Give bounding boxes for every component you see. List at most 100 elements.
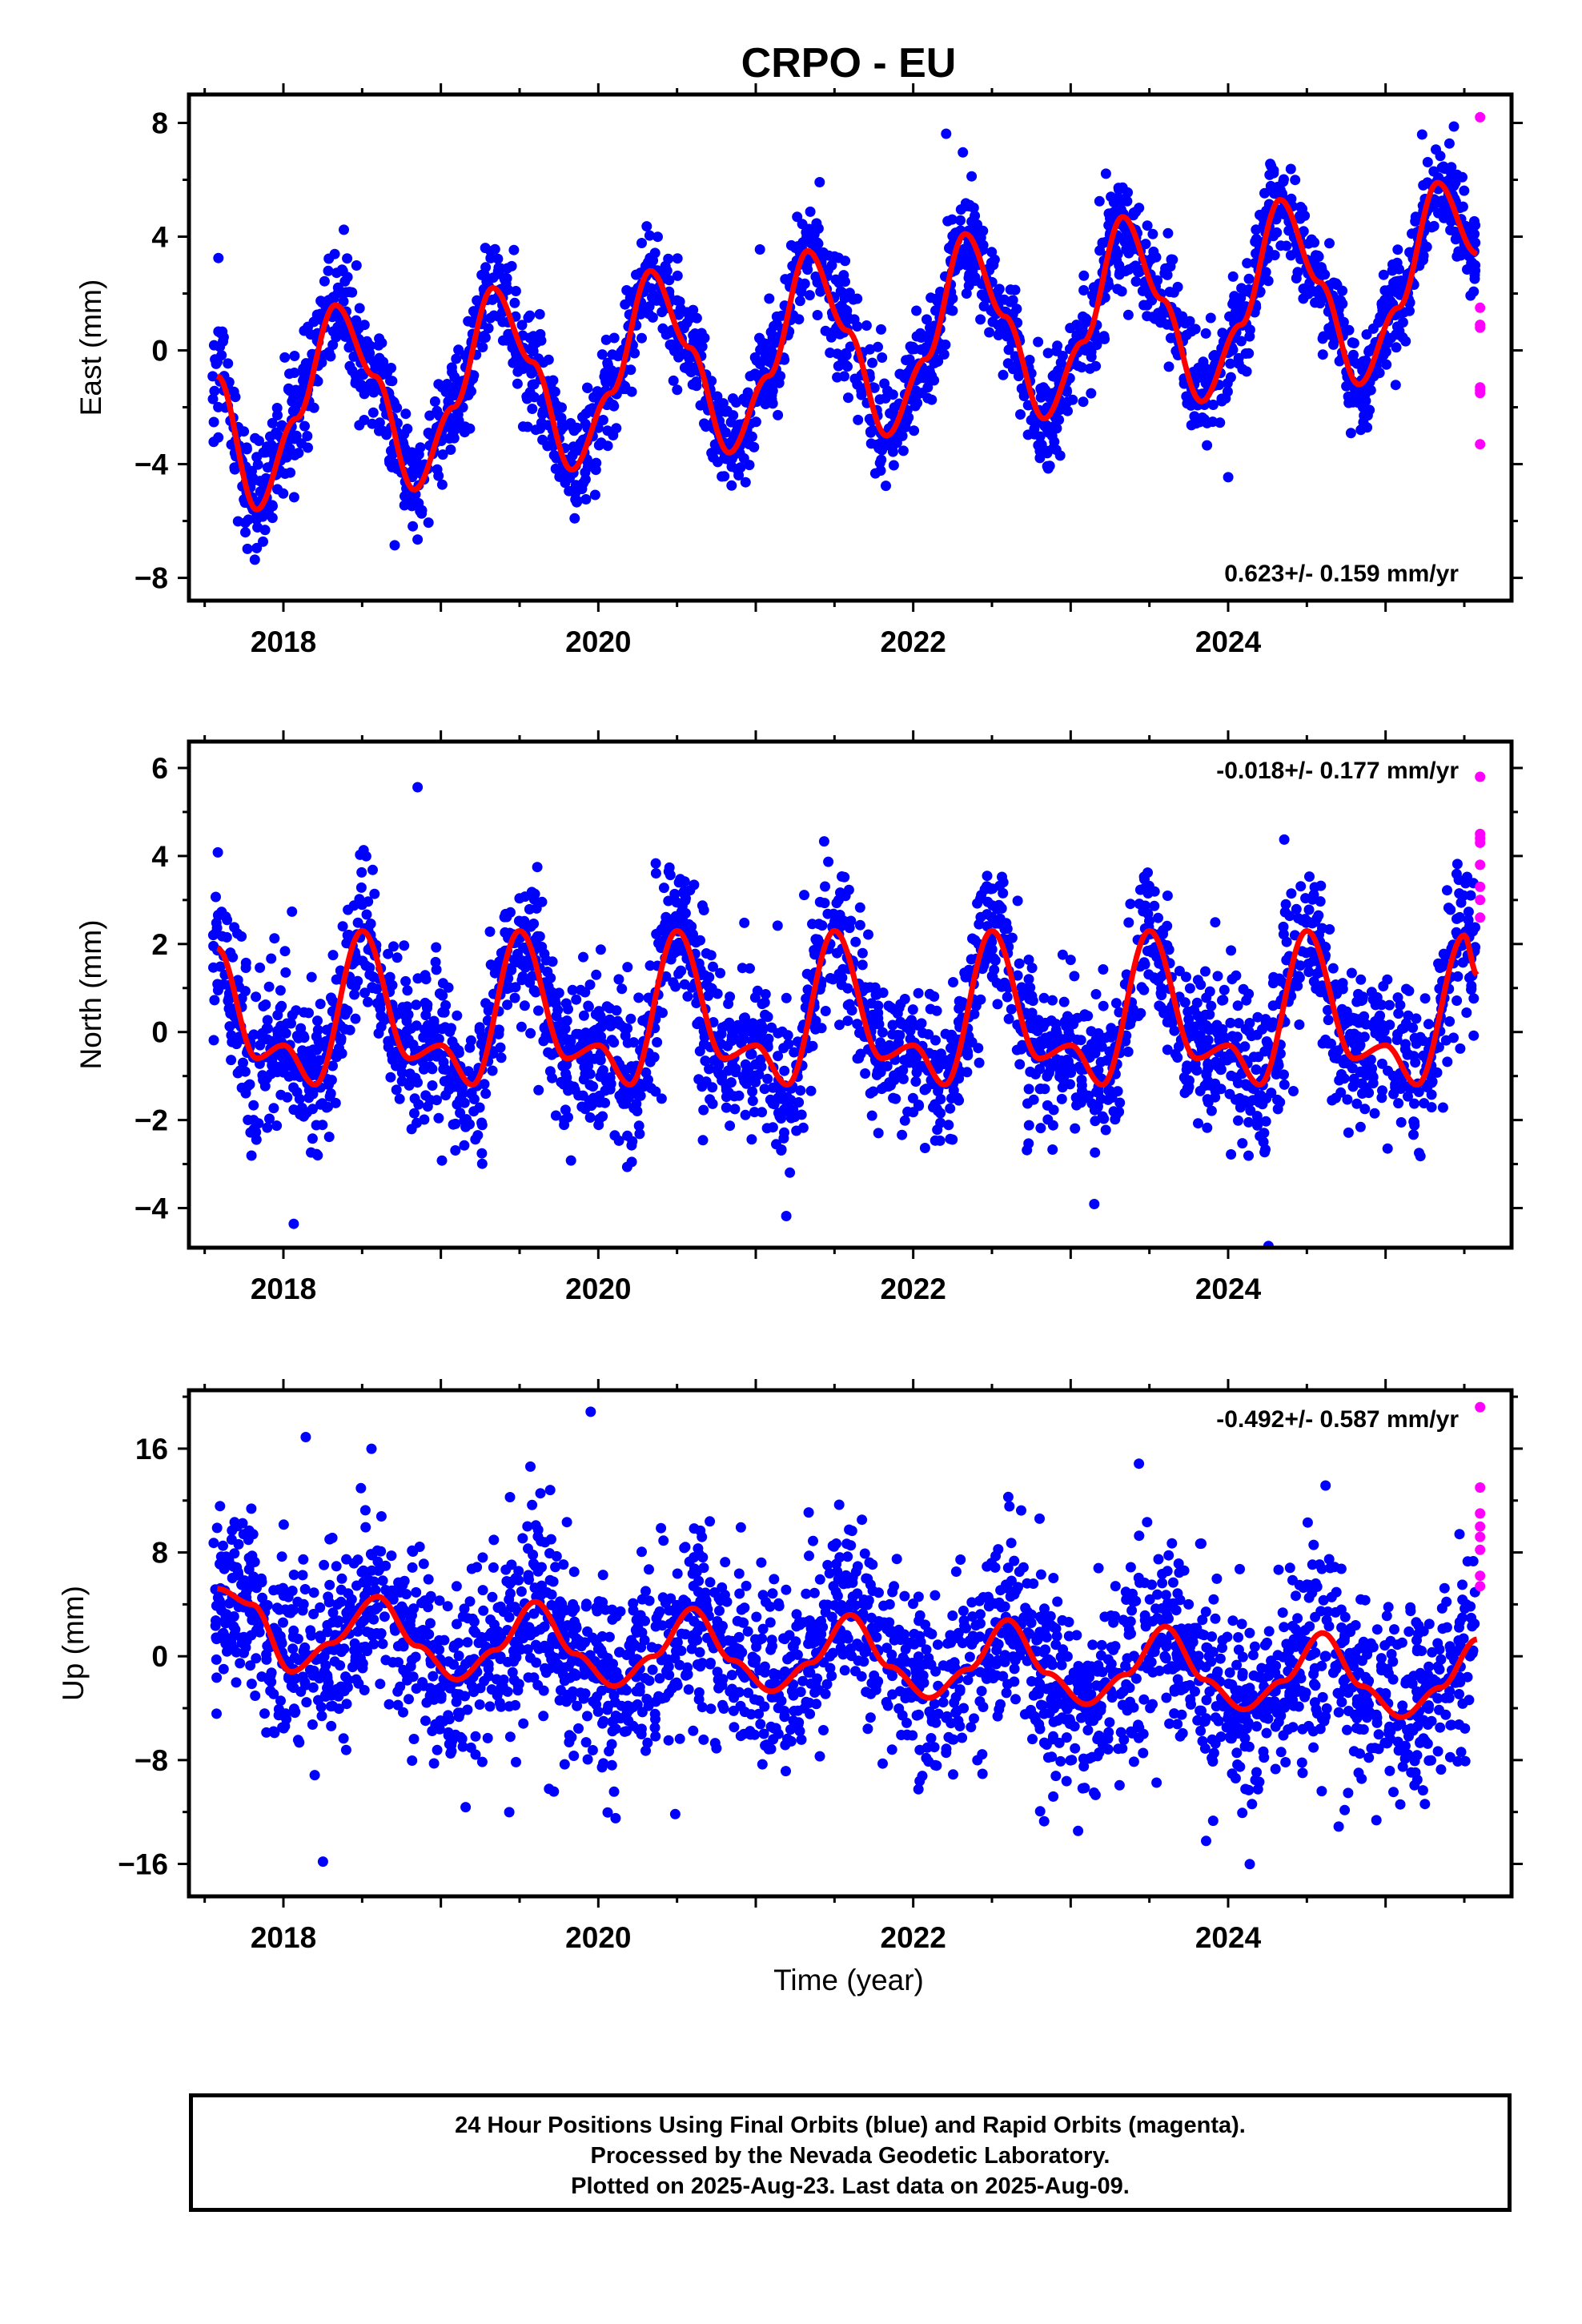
north-final-orbit-point bbox=[1355, 1121, 1366, 1132]
east-final-orbit-point bbox=[647, 312, 658, 323]
north-final-orbit-point bbox=[668, 977, 679, 988]
north-final-orbit-point bbox=[1304, 871, 1315, 883]
north-final-orbit-point bbox=[650, 858, 661, 869]
north-final-orbit-point bbox=[547, 1072, 558, 1084]
east-final-orbit-point bbox=[451, 353, 462, 364]
east-final-orbit-point bbox=[1283, 225, 1295, 236]
north-final-orbit-point bbox=[789, 1109, 800, 1120]
east-final-orbit-point bbox=[1076, 362, 1087, 373]
east-final-orbit-point bbox=[719, 471, 730, 482]
east-final-orbit-point bbox=[697, 341, 708, 352]
north-final-orbit-point bbox=[1463, 915, 1474, 926]
east-final-orbit-point bbox=[308, 402, 319, 413]
north-final-orbit-point bbox=[1403, 1091, 1413, 1102]
north-final-orbit-point bbox=[208, 940, 219, 951]
east-final-orbit-point bbox=[480, 243, 491, 254]
east-final-orbit-point bbox=[404, 453, 416, 464]
east-final-orbit-point bbox=[793, 314, 805, 325]
east-final-orbit-point bbox=[407, 465, 418, 476]
north-final-orbit-point bbox=[315, 1099, 326, 1110]
east-final-orbit-point bbox=[1229, 291, 1240, 302]
east-final-orbit-point bbox=[1163, 361, 1174, 372]
east-final-orbit-point bbox=[580, 494, 592, 505]
east-final-orbit-point bbox=[1459, 185, 1470, 196]
north-final-orbit-point bbox=[1057, 949, 1068, 960]
north-final-orbit-point bbox=[1303, 904, 1315, 915]
north-final-orbit-point bbox=[1056, 1093, 1067, 1104]
east-final-orbit-point bbox=[570, 494, 581, 505]
north-final-orbit-point bbox=[700, 1055, 711, 1067]
east-final-orbit-point bbox=[1050, 412, 1062, 423]
east-final-orbit-point bbox=[356, 380, 367, 392]
north-final-orbit-point bbox=[658, 883, 669, 894]
east-final-orbit-point bbox=[323, 265, 334, 276]
east-final-orbit-point bbox=[1361, 329, 1372, 340]
north-final-orbit-point bbox=[682, 991, 693, 1002]
north-final-orbit-point bbox=[1279, 1069, 1289, 1080]
east-final-orbit-point bbox=[1435, 151, 1446, 162]
north-final-orbit-point bbox=[1212, 971, 1223, 982]
east-final-orbit-point bbox=[1404, 305, 1415, 316]
north-final-orbit-point bbox=[424, 1061, 436, 1072]
east-final-orbit-point bbox=[1251, 224, 1262, 235]
north-final-orbit-point bbox=[916, 1018, 927, 1029]
east-final-orbit-point bbox=[408, 521, 419, 532]
east-final-orbit-point bbox=[840, 255, 851, 267]
east-final-orbit-point bbox=[673, 343, 684, 354]
east-final-orbit-point bbox=[1456, 250, 1467, 261]
chart-title: CRPO - EU bbox=[741, 40, 957, 86]
east-final-orbit-point bbox=[1381, 359, 1392, 370]
north-final-orbit-point bbox=[1106, 1023, 1117, 1034]
north-final-orbit-point bbox=[578, 951, 588, 963]
north-final-orbit-point bbox=[1453, 875, 1464, 886]
east-final-orbit-point bbox=[964, 201, 975, 212]
north-final-orbit-point bbox=[483, 1005, 494, 1016]
north-final-orbit-point bbox=[495, 1042, 506, 1053]
east-final-orbit-point bbox=[374, 417, 385, 428]
east-final-orbit-point bbox=[688, 304, 699, 316]
north-final-orbit-point bbox=[1303, 967, 1315, 978]
north-final-orbit-point bbox=[388, 941, 399, 952]
east-final-orbit-point bbox=[1002, 358, 1014, 369]
north-final-orbit-point bbox=[1454, 888, 1465, 899]
north-final-orbit-point bbox=[1393, 1008, 1404, 1019]
north-final-orbit-point bbox=[781, 1092, 793, 1103]
north-final-orbit-point bbox=[396, 1076, 408, 1087]
east-final-orbit-point bbox=[1126, 237, 1137, 248]
east-final-orbit-point bbox=[811, 218, 822, 229]
east-final-orbit-point bbox=[289, 449, 300, 460]
north-final-orbit-point bbox=[1096, 1041, 1107, 1052]
north-final-orbit-point bbox=[823, 856, 834, 867]
north-final-orbit-point bbox=[1018, 1042, 1029, 1053]
east-final-orbit-point bbox=[645, 254, 656, 265]
north-final-orbit-point bbox=[760, 1009, 770, 1020]
east-final-orbit-point bbox=[476, 269, 488, 280]
east-final-orbit-point bbox=[1150, 313, 1161, 324]
east-final-orbit-point bbox=[262, 462, 273, 473]
east-final-orbit-point bbox=[714, 402, 725, 413]
north-final-orbit-point bbox=[703, 991, 714, 1001]
north-final-orbit-point bbox=[1258, 1136, 1269, 1148]
north-final-orbit-point bbox=[1395, 1117, 1407, 1128]
east-final-orbit-point bbox=[1281, 240, 1292, 251]
north-final-orbit-point bbox=[1090, 989, 1102, 999]
east-final-orbit-point bbox=[342, 253, 353, 264]
north-final-orbit-point bbox=[1114, 1097, 1126, 1108]
north-final-orbit-point bbox=[1442, 885, 1452, 896]
north-final-orbit-point bbox=[215, 961, 226, 972]
north-final-orbit-point bbox=[1047, 1144, 1058, 1155]
north-final-orbit-point bbox=[917, 1060, 928, 1072]
north-final-orbit-point bbox=[1280, 899, 1291, 910]
north-final-orbit-point bbox=[1012, 895, 1023, 907]
east-final-orbit-point bbox=[608, 332, 620, 344]
east-final-orbit-point bbox=[770, 337, 781, 348]
east-final-orbit-point bbox=[963, 280, 974, 292]
north-final-orbit-point bbox=[248, 1100, 259, 1111]
east-final-orbit-point bbox=[644, 230, 655, 241]
north-final-orbit-point bbox=[1231, 970, 1242, 981]
east-final-orbit-point bbox=[351, 260, 362, 271]
north-final-orbit-point bbox=[737, 1072, 749, 1083]
north-final-orbit-point bbox=[288, 1218, 299, 1229]
north-final-orbit-point bbox=[1232, 1000, 1243, 1011]
